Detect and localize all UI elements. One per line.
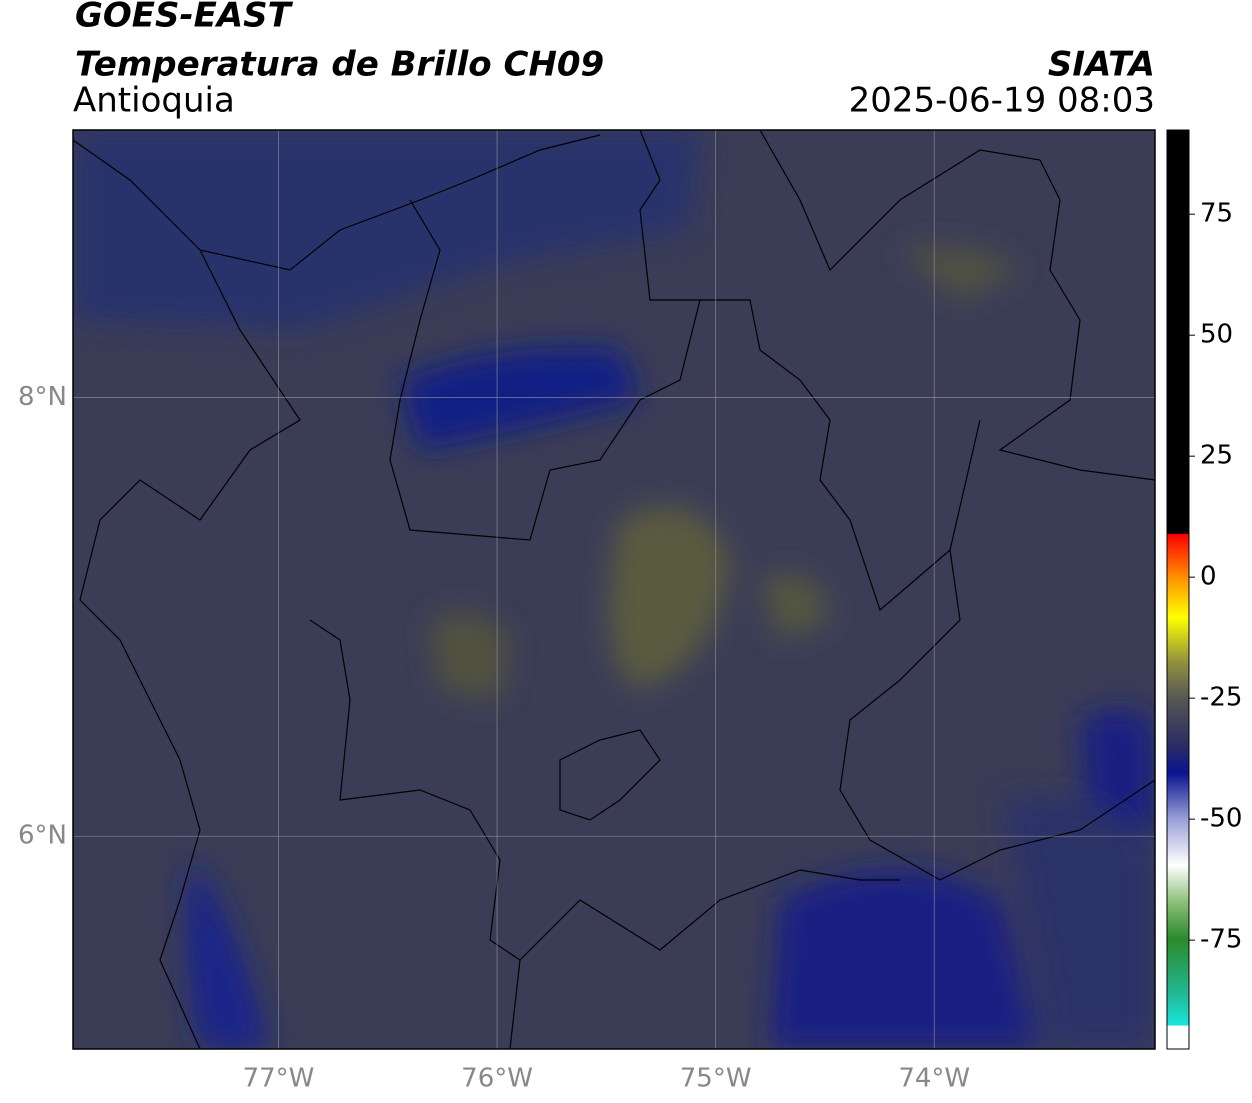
colorbar-tick-label: 25 bbox=[1200, 441, 1233, 471]
x-tick-label: 76°W bbox=[461, 1064, 533, 1094]
subtitle: Temperatura de Brillo CH09 bbox=[75, 45, 604, 85]
x-tick-label: 74°W bbox=[898, 1064, 970, 1094]
map-frame bbox=[72, 129, 1156, 1050]
graticule bbox=[73, 130, 1155, 1049]
datetime: 2025-06-19 08:03 bbox=[849, 81, 1155, 121]
source: SIATA bbox=[1048, 45, 1155, 85]
y-tick-label: 8°N bbox=[18, 382, 67, 412]
colorbar-tick-label: -50 bbox=[1200, 804, 1242, 834]
map-field bbox=[73, 130, 1155, 1049]
colorbar-tick-label: -75 bbox=[1200, 925, 1242, 955]
colorbar-tick-label: 50 bbox=[1200, 320, 1233, 350]
colorbar-tick-label: -25 bbox=[1200, 683, 1242, 713]
colorbar-tick-label: 75 bbox=[1200, 199, 1233, 229]
region: Antioquia bbox=[73, 81, 235, 121]
colorbar-tick-label: 0 bbox=[1200, 562, 1217, 592]
colorbar bbox=[1166, 129, 1190, 1050]
title: GOES-EAST bbox=[75, 0, 294, 36]
x-tick-label: 77°W bbox=[243, 1064, 315, 1094]
x-tick-label: 75°W bbox=[680, 1064, 752, 1094]
y-tick-label: 6°N bbox=[18, 821, 67, 851]
